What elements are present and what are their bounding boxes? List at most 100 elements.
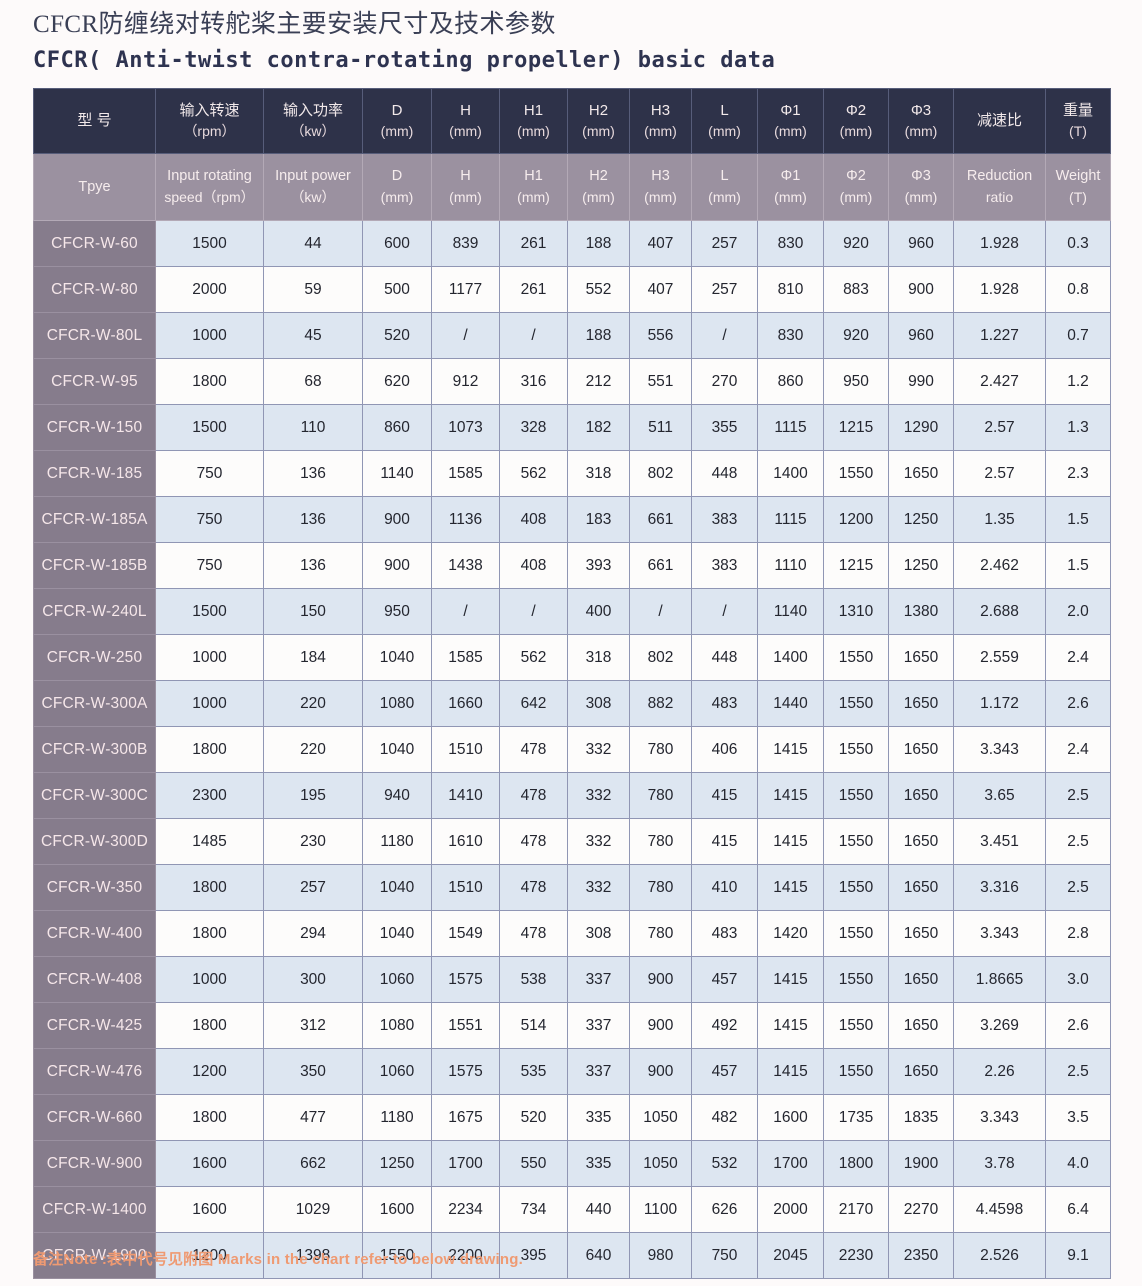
cell-value: 1650 [888, 956, 954, 1003]
table-row: CFCR-W-185B 750 136 900 1438 408 393 661 383 1110… [33, 542, 1111, 589]
cell-value: 1.5 [1045, 542, 1111, 589]
cell-value: 2300 [155, 772, 264, 819]
cell-value: / [691, 588, 758, 635]
cell-value: 1.35 [953, 496, 1046, 543]
cell-value: 1600 [362, 1186, 432, 1233]
cell-value: 136 [263, 450, 363, 497]
cell-value: 1040 [362, 634, 432, 681]
cell-value: 337 [567, 956, 630, 1003]
col-header-cn-6-label: H2 [588, 102, 609, 119]
cell-value: 3.269 [953, 1002, 1046, 1049]
cell-value: 1600 [155, 1140, 264, 1187]
cell-value: 261 [499, 220, 568, 267]
col-header-cn-13-label: 重量 [1062, 102, 1093, 119]
cell-value: 1415 [757, 1048, 824, 1095]
cell-value: 2.4 [1045, 726, 1111, 773]
cell-model: CFCR-W-300C [33, 772, 156, 819]
cell-value: 960 [888, 312, 954, 359]
cell-value: 257 [263, 864, 363, 911]
cell-value: 1650 [888, 864, 954, 911]
cell-value: 535 [499, 1048, 568, 1095]
cell-value: 110 [263, 404, 363, 451]
cell-value: 750 [155, 450, 264, 497]
col-header-cn-11-label: Φ3 [910, 102, 932, 119]
cell-value: 1140 [362, 450, 432, 497]
cell-model: CFCR-W-900 [33, 1140, 156, 1187]
cell-value: 1415 [757, 818, 824, 865]
cell-value: 406 [691, 726, 758, 773]
cell-value: 408 [499, 542, 568, 589]
cell-value: 1400 [757, 634, 824, 681]
cell-value: 1610 [431, 818, 500, 865]
cell-value: 2.559 [953, 634, 1046, 681]
table-row: CFCR-W-240L 1500 150 950//400//1140 1310 1380… [33, 588, 1111, 635]
col-header-cn-11: Φ3 (mm) [888, 88, 954, 154]
cell-value: 556 [629, 312, 692, 359]
cell-value: 257 [691, 266, 758, 313]
col-header-cn-1: 输入转速 （rpm） [155, 88, 264, 154]
cell-value: 230 [263, 818, 363, 865]
cell-value: 980 [629, 1232, 692, 1279]
col-header-en-10: Φ2 (mm) [823, 153, 889, 221]
cell-value: 136 [263, 542, 363, 589]
cell-value: 839 [431, 220, 500, 267]
col-header-en-9-unit: (mm) [774, 189, 807, 205]
cell-model: CFCR-W-185B [33, 542, 156, 589]
col-header-cn-9-label: Φ1 [780, 102, 801, 119]
cell-value: 408 [499, 496, 568, 543]
col-header-cn-13: 重量 (T) [1045, 88, 1111, 154]
cell-value: 830 [757, 312, 824, 359]
cell-value: 2000 [155, 266, 264, 313]
cell-model: CFCR-W-240L [33, 588, 156, 635]
cell-value: 478 [499, 726, 568, 773]
cell-value: 332 [567, 772, 630, 819]
cell-value: 2045 [757, 1232, 824, 1279]
cell-value: 410 [691, 864, 758, 911]
cell-value: 220 [263, 680, 363, 727]
col-header-en-13: Weight (T) [1045, 153, 1111, 221]
col-header-en-7: H3 (mm) [629, 153, 692, 221]
cell-value: 2.57 [953, 404, 1046, 451]
col-header-en-13-unit: (T) [1069, 189, 1087, 205]
cell-value: 3.451 [953, 818, 1046, 865]
cell-value: 860 [362, 404, 432, 451]
cell-value: 734 [499, 1186, 568, 1233]
table-body: CFCR-W-60 1500 44 600 839 261 188 407 257 830 920 9… [33, 220, 1111, 1279]
cell-value: 6.4 [1045, 1186, 1111, 1233]
cell-value: 1000 [155, 680, 264, 727]
cell-value: 882 [629, 680, 692, 727]
cell-value: 318 [567, 634, 630, 681]
cell-value: 1735 [823, 1094, 889, 1141]
cell-value: 407 [629, 220, 692, 267]
cell-value: 1675 [431, 1094, 500, 1141]
cell-value: 780 [629, 864, 692, 911]
cell-value: 1.928 [953, 266, 1046, 313]
cell-value: 182 [567, 404, 630, 451]
cell-value: 780 [629, 910, 692, 957]
col-header-cn-5: H1 (mm) [499, 88, 568, 154]
col-header-en-12: Reduction ratio [953, 153, 1046, 221]
cell-value: 520 [499, 1094, 568, 1141]
cell-value: 1215 [823, 404, 889, 451]
specifications-table: 型 号 输入转速 （rpm） 输入功率 （kw） D (mm) H (mm) H1 (mm) H2 (m… [33, 88, 1111, 1279]
col-header-cn-13-unit: (T) [1069, 123, 1087, 139]
cell-value: 316 [499, 358, 568, 405]
cell-value: 2000 [757, 1186, 824, 1233]
table-row: CFCR-W-425 1800 312 1080 1551 514 337 900 492 141… [33, 1002, 1111, 1049]
col-header-cn-9: Φ1 (mm) [757, 88, 824, 154]
cell-value: 220 [263, 726, 363, 773]
cell-value: 1.928 [953, 220, 1046, 267]
cell-value: 1.227 [953, 312, 1046, 359]
cell-value: 1420 [757, 910, 824, 957]
cell-value: 440 [567, 1186, 630, 1233]
cell-value: 900 [362, 496, 432, 543]
cell-value: 990 [888, 358, 954, 405]
cell-value: 1500 [155, 404, 264, 451]
table-row: CFCR-W-300D 1485 230 1180 1610 478 332 780 415 14… [33, 818, 1111, 865]
cell-value: 335 [567, 1140, 630, 1187]
col-header-en-11-label: Φ3 [911, 168, 931, 184]
cell-value: 0.8 [1045, 266, 1111, 313]
cell-value: 1060 [362, 1048, 432, 1095]
cell-value: 900 [362, 542, 432, 589]
cell-value: 1415 [757, 864, 824, 911]
